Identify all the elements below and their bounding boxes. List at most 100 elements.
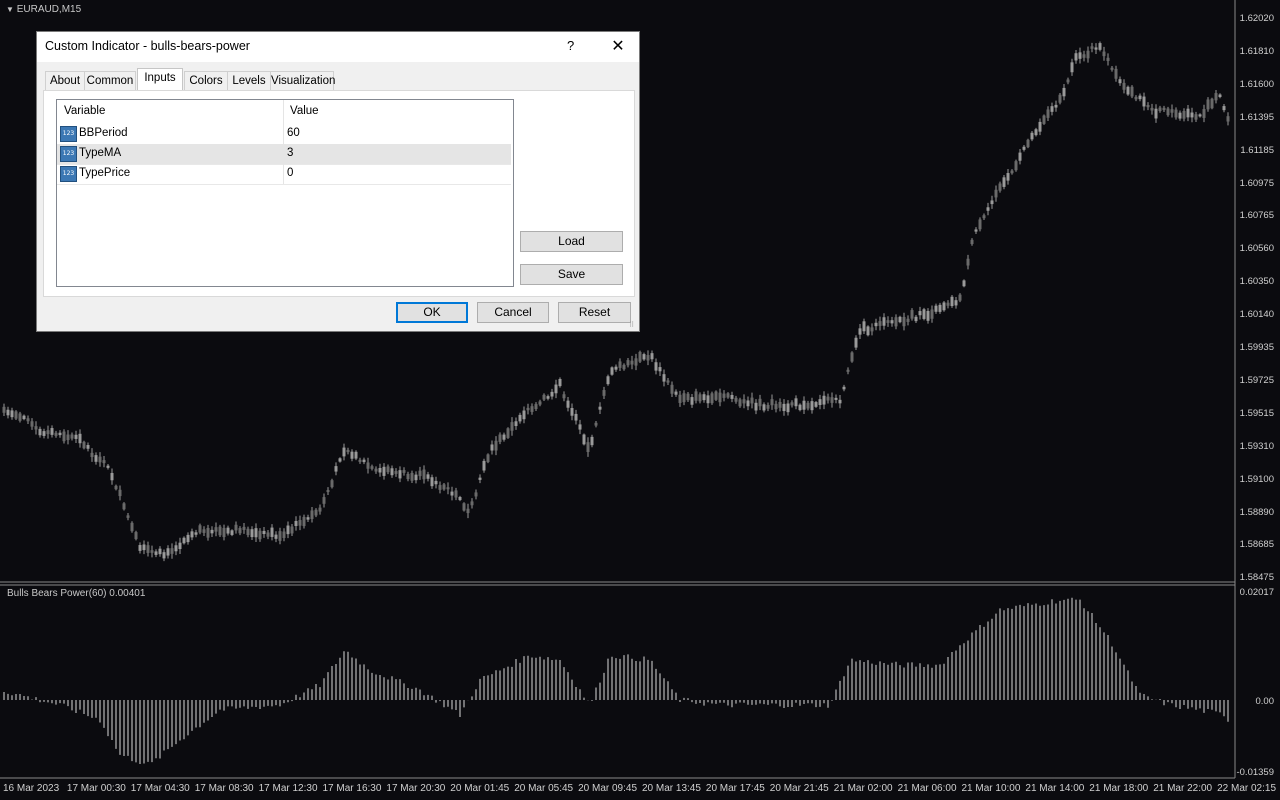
candle-body [782,403,786,412]
candle-body [482,460,486,471]
candle-body [730,394,734,399]
tab-levels[interactable]: Levels [227,71,271,90]
candle-body [922,309,926,319]
candle-body [346,449,350,453]
header-value[interactable]: Value [290,105,319,117]
candle-body [398,470,402,479]
candle-body [614,366,618,370]
candle-body [1086,50,1090,59]
time-tick-label: 20 Mar 01:45 [450,783,510,794]
candle-body [1014,161,1018,171]
candle-body [230,530,234,535]
time-tick-label: 20 Mar 09:45 [578,783,638,794]
candle-body [442,484,446,490]
column-divider [283,124,284,144]
candle-body [1102,51,1106,57]
variable-value[interactable]: 3 [287,147,294,159]
inputs-table: Variable Value 123 BBPeriod 60 123 TypeM… [56,99,514,287]
candle-body [966,258,970,266]
tab-visualization[interactable]: Visualization [270,71,335,90]
reset-button[interactable]: Reset [558,302,631,323]
tab-inputs[interactable]: Inputs [137,68,183,91]
candle-body [86,445,90,449]
candle-body [698,394,702,402]
candle-body [498,434,502,442]
table-row[interactable]: 123 TypeMA 3 [57,144,511,165]
price-tick-label: 1.59310 [1239,440,1274,452]
indicator-tick-label: -0.01359 [1236,767,1274,778]
dialog-titlebar[interactable]: Custom Indicator - bulls-bears-power ? ✕ [37,32,639,62]
candle-body [934,305,938,312]
candle-body [10,410,14,418]
candle-body [914,316,918,322]
candle-body [214,527,218,532]
candle-body [1186,108,1190,118]
candle-body [78,433,82,444]
candle-body [186,534,190,543]
time-tick-label: 17 Mar 16:30 [322,783,382,794]
time-tick-label: 17 Mar 04:30 [130,783,190,794]
candle-body [974,229,978,232]
table-row[interactable]: 123 TypePrice 0 [57,164,511,185]
candle-body [306,517,310,520]
integer-type-icon: 123 [60,166,77,182]
candle-body [470,501,474,506]
candle-body [670,384,674,394]
candle-body [1090,46,1094,49]
price-tick-label: 1.60350 [1239,276,1274,288]
save-button[interactable]: Save [520,264,623,285]
cancel-button[interactable]: Cancel [477,302,549,323]
variable-value[interactable]: 60 [287,127,300,139]
candle-body [358,459,362,462]
candle-body [850,352,854,362]
ok-button[interactable]: OK [396,302,468,323]
variable-value[interactable]: 0 [287,167,294,179]
candle-body [606,376,610,385]
price-tick-label: 1.58890 [1239,506,1274,518]
help-button[interactable]: ? [567,38,575,53]
candle-body [1206,99,1210,110]
candle-body [1070,62,1074,73]
candle-body [718,392,722,403]
candle-body [878,321,882,326]
candle-body [1146,104,1150,108]
time-tick-label: 16 Mar 2023 [3,783,60,794]
candle-body [638,351,642,362]
candle-body [518,414,522,422]
close-icon[interactable]: ✕ [611,38,625,55]
candle-body [954,300,958,306]
candle-body [1006,173,1010,181]
table-row[interactable]: 123 BBPeriod 60 [57,124,511,145]
candle-body [134,532,138,540]
candle-body [702,394,706,401]
load-button[interactable]: Load [520,231,623,252]
candle-body [126,515,130,518]
candle-body [1226,116,1230,122]
candle-body [378,467,382,473]
candle-body [846,369,850,372]
time-tick-label: 17 Mar 00:30 [66,783,126,794]
candle-body [574,413,578,421]
tab-colors[interactable]: Colors [184,71,228,90]
candle-body [1022,146,1026,150]
candle-body [1118,79,1122,84]
candle-body [622,364,626,370]
candle-body [430,477,434,487]
header-variable[interactable]: Variable [64,105,106,117]
candle-body [246,528,250,536]
menu-triangle-icon[interactable]: ▼ [6,5,14,14]
candle-body [1158,107,1162,112]
candle-body [910,310,914,319]
custom-indicator-dialog: Custom Indicator - bulls-bears-power ? ✕… [36,31,640,332]
candle-body [930,309,934,319]
candle-body [262,530,266,535]
tab-common[interactable]: Common [84,71,136,90]
candle-body [286,525,290,535]
tab-about[interactable]: About [45,71,85,90]
candle-body [790,402,794,406]
variable-name: TypePrice [79,167,131,179]
candle-body [590,436,594,446]
resize-grip-icon[interactable]: ⠿ [629,322,635,329]
candle-body [838,399,842,404]
